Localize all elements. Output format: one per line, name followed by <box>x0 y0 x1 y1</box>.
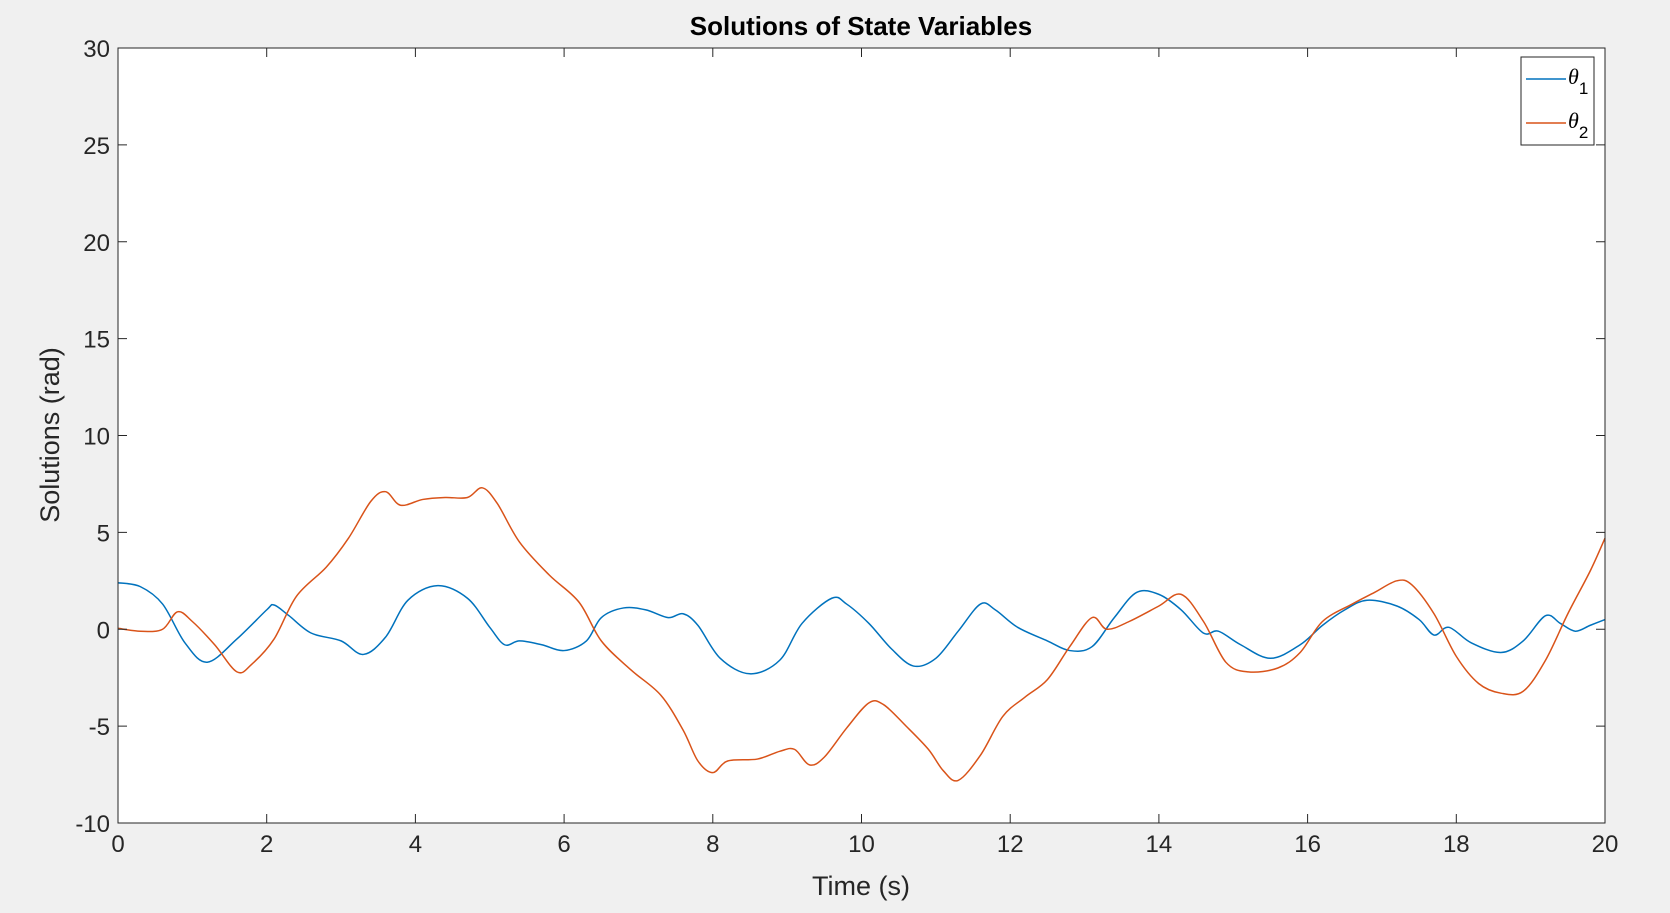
x-tick-label: 16 <box>1294 831 1321 858</box>
y-tick-label: 0 <box>97 617 110 644</box>
y-tick-label: 5 <box>97 520 110 547</box>
x-tick-label: 6 <box>557 831 570 858</box>
series-layer <box>117 487 1606 782</box>
y-tick-label: 15 <box>83 327 110 354</box>
x-tick-label: 10 <box>848 831 875 858</box>
plot-area <box>118 48 1605 823</box>
legend-label-theta-1: θ1 <box>1568 64 1588 98</box>
legend-label-theta-1-subscript: 1 <box>1579 79 1588 98</box>
y-tick-label: 30 <box>83 36 110 63</box>
y-tick-label: 20 <box>83 230 110 257</box>
x-tick-label: 0 <box>111 831 124 858</box>
legend-label-theta-1-symbol: θ <box>1568 64 1579 89</box>
series-line-theta-2 <box>117 487 1606 782</box>
x-tick-label: 14 <box>1146 831 1173 858</box>
y-tick-label: 10 <box>83 424 110 451</box>
legend-box <box>1520 56 1595 146</box>
x-axis-label: Time (s) <box>812 871 910 901</box>
legend-label-theta-2-symbol: θ <box>1568 108 1579 133</box>
legend-label-theta-2-subscript: 2 <box>1579 123 1588 142</box>
y-axis-label: Solutions (rad) <box>35 347 65 523</box>
x-tick-label: 18 <box>1443 831 1470 858</box>
x-tick-label: 8 <box>706 831 719 858</box>
y-tick-label: -5 <box>89 714 110 741</box>
x-tick-label: 4 <box>409 831 422 858</box>
y-tick-label: 25 <box>83 133 110 160</box>
x-tick-label: 2 <box>260 831 273 858</box>
x-tick-label: 12 <box>997 831 1024 858</box>
y-tick-label: -10 <box>75 811 110 838</box>
legend-label-theta-2: θ2 <box>1568 108 1588 142</box>
x-tick-label: 20 <box>1592 831 1619 858</box>
legend: θ1 θ2 <box>1520 56 1595 146</box>
series-line-theta-1 <box>117 582 1606 675</box>
chart-title: Solutions of State Variables <box>690 11 1032 41</box>
